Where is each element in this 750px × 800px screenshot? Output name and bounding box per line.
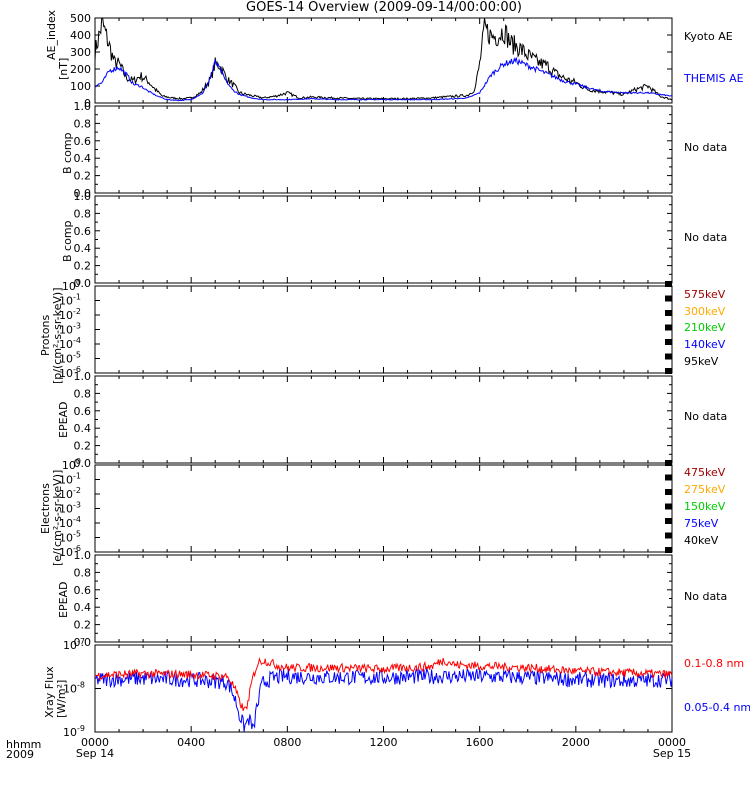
epead1-ytick-label: 1.0: [74, 370, 92, 383]
epead2-no-data: No data: [684, 590, 728, 603]
time-tick-label: 1200: [370, 736, 398, 749]
bcomp2-ytick-label: 0.6: [74, 225, 92, 238]
protons-frame: [94, 285, 673, 374]
xray-ytick-label: 10-7: [63, 637, 85, 652]
ae-ytick-label: 400: [70, 29, 91, 42]
bcomp1-ylabel: B comp: [61, 132, 74, 174]
epead1-ylabel: EPEAD: [57, 401, 70, 438]
bcomp1-ytick-label: 0.2: [74, 170, 92, 183]
epead1-ytick-label: 0.4: [74, 422, 92, 435]
bcomp1-ytick-label: 0.6: [74, 135, 92, 148]
time-tick-label: 0000: [81, 736, 109, 749]
epead1-ytick-label: 0.6: [74, 405, 92, 418]
legend-proton-140: 140keV: [684, 338, 726, 351]
plot-title: GOES-14 Overview (2009-09-14/00:00:00): [246, 0, 522, 15]
protons-ytick-minor-block: [665, 281, 672, 287]
time-tick-label: 0400: [177, 736, 205, 749]
time-tick-label: 0800: [273, 736, 301, 749]
electrons-ytick-minor-block: [665, 460, 672, 466]
protons-ytick-minor-block: [665, 339, 672, 345]
electrons-ylabel-2: [e/(cm²-s-sr-keV)]: [51, 469, 64, 566]
electrons-ytick-minor-block: [665, 503, 672, 510]
bcomp1-no-data: No data: [684, 141, 728, 154]
epead2-ylabel: EPEAD: [57, 581, 70, 618]
time-axis-label-year: 2009: [6, 748, 34, 761]
legend-electron-275: 275keV: [684, 483, 726, 496]
epead1-ytick-label: 0.8: [74, 387, 92, 400]
legend-proton-575: 575keV: [684, 288, 726, 301]
ae-ytick-label: 100: [70, 80, 91, 93]
bcomp1-ytick-label: 1.0: [74, 100, 92, 113]
legend-proton-210: 210keV: [684, 321, 726, 334]
ae-ylabel-2: [nT]: [57, 57, 70, 80]
time-tick-label: 2000: [562, 736, 590, 749]
epead1-no-data: No data: [684, 410, 728, 423]
xray-ylabel-2: [W/m²]: [55, 679, 68, 718]
electrons-ytick-minor-block: [665, 532, 672, 539]
protons-ytick-minor-block: [665, 324, 672, 331]
legend-electron-150: 150keV: [684, 500, 726, 513]
bcomp2-ytick-label: 1.0: [74, 190, 92, 203]
protons-ylabel-2: [p/(cm²-s-sr-keV)]: [51, 287, 64, 385]
bcomp2-ytick-label: 0.4: [74, 242, 92, 255]
legend-proton-300: 300keV: [684, 305, 726, 318]
electrons-ytick-minor-block: [665, 489, 672, 495]
ae-ytick-label: 200: [70, 63, 91, 76]
xray-frame: [94, 644, 673, 733]
epead2-ytick-label: 0.4: [74, 601, 92, 614]
bcomp1-ytick-label: 0.0: [74, 187, 92, 200]
bcomp1-ytick-label: 0.4: [74, 152, 92, 165]
bcomp2-ytick-label: 0.0: [74, 277, 92, 290]
time-tick-label: 0000: [658, 736, 686, 749]
themis-ae-line: [94, 57, 672, 102]
ae-ylabel-1: AE_index: [45, 9, 58, 60]
legend-xray-short: 0.05-0.4 nm: [684, 701, 750, 714]
bcomp1-frame: [94, 105, 673, 194]
time-tick-label: 1600: [466, 736, 494, 749]
legend-themis-ae: THEMIS AE: [684, 72, 744, 85]
time-tick-date-label: Sep 14: [76, 747, 114, 760]
xray-short-line: [94, 667, 673, 733]
ae-frame: [94, 17, 673, 104]
electrons-frame: [94, 464, 673, 553]
legend-electron-40: 40keV: [684, 534, 719, 547]
time-tick-date-label: Sep 15: [653, 747, 691, 760]
bcomp2-frame: [94, 195, 673, 284]
ae-ytick-label: 500: [70, 12, 91, 25]
protons-ytick-minor-block: [665, 368, 672, 374]
electrons-ytick-minor-block: [665, 518, 672, 524]
protons-ytick-minor-block: [665, 310, 672, 316]
bcomp2-ytick-label: 0.8: [74, 207, 92, 220]
protons-ytick-label: 100: [62, 278, 81, 293]
ae-ytick-label: 300: [70, 46, 91, 59]
epead1-ytick-label: 0.0: [74, 457, 92, 470]
bcomp2-ylabel: B comp: [61, 220, 74, 262]
epead1-ytick-label: 0.2: [74, 440, 92, 453]
bcomp2-no-data: No data: [684, 231, 728, 244]
xray-long-line: [94, 656, 673, 711]
epead2-ytick-label: 0.0: [74, 636, 92, 649]
electrons-ytick-minor-block: [665, 547, 672, 553]
ae-ytick-label: 0: [84, 97, 91, 110]
epead2-ytick-label: 0.2: [74, 619, 92, 632]
legend-kyoto-ae: Kyoto AE: [684, 30, 733, 43]
time-axis-label-hhmm: hhmm: [6, 738, 42, 751]
legend-electron-75: 75keV: [684, 517, 719, 530]
legend-xray-long: 0.1-0.8 nm: [684, 657, 745, 670]
bcomp2-ytick-label: 0.2: [74, 260, 92, 273]
protons-ytick-minor-block: [665, 295, 672, 302]
bcomp1-ytick-label: 0.8: [74, 117, 92, 130]
epead1-frame: [94, 375, 673, 464]
legend-electron-475: 475keV: [684, 466, 726, 479]
electrons-ytick-minor-block: [665, 474, 672, 481]
legend-proton-95: 95keV: [684, 355, 719, 368]
epead2-frame: [94, 554, 673, 643]
epead2-ytick-label: 1.0: [74, 549, 92, 562]
epead2-ytick-label: 0.8: [74, 566, 92, 579]
protons-ytick-minor-block: [665, 353, 672, 360]
epead2-ytick-label: 0.6: [74, 584, 92, 597]
